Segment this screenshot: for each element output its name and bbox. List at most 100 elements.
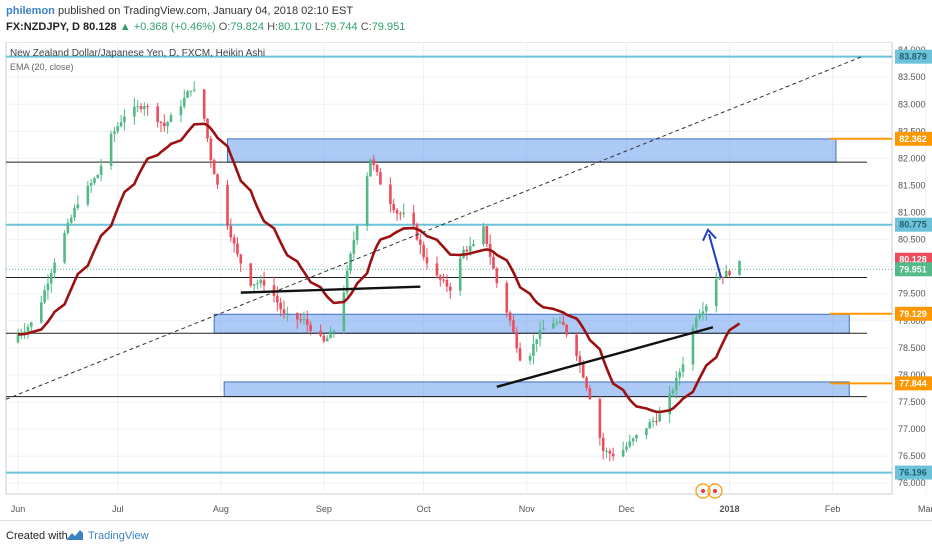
price-tag-label: 80.775 [899, 220, 927, 230]
time-axis[interactable]: Jun Jul Aug Sep Oct Nov Dec 2018 Feb Mar [11, 504, 932, 514]
candle-body [538, 329, 542, 340]
indicator-label: EMA (20, close) [10, 62, 74, 72]
grid [6, 42, 927, 494]
candle-body [139, 106, 143, 110]
candle-body [724, 271, 728, 278]
candle-body [701, 311, 705, 315]
candle-body [379, 172, 382, 185]
event-dot-icon [701, 489, 705, 493]
price-tag-label: 80.128 [899, 255, 927, 265]
candle-body [728, 271, 731, 276]
price-tag [895, 131, 932, 146]
candle-body [608, 450, 612, 454]
candle-body [355, 226, 359, 241]
low-label: L: [314, 21, 324, 33]
candle-body [668, 393, 671, 415]
event-marker-icon[interactable] [707, 483, 723, 499]
trend-line [496, 326, 714, 388]
publish-line: philemon published on TradingView.com, J… [6, 5, 353, 17]
y-tick-label: 82.000 [898, 153, 926, 163]
candle-body [302, 319, 306, 321]
candle-body [146, 106, 149, 108]
event-markers[interactable] [695, 483, 723, 499]
candle-body [575, 334, 578, 357]
candle-body [399, 213, 402, 215]
x-tick-label: Sep [316, 504, 332, 514]
y-tick-label: 76.000 [898, 478, 926, 488]
candle-body [438, 275, 442, 280]
candle-body [69, 217, 73, 223]
horizontal-levels [6, 55, 892, 474]
x-tick-label: Oct [417, 504, 432, 514]
candle-body [206, 118, 209, 139]
candle-body [232, 237, 236, 244]
candle-body [675, 377, 678, 391]
price-tag [895, 49, 932, 64]
high-label: H: [267, 21, 279, 33]
y-tick-label: 79.500 [898, 289, 926, 299]
publisher-name[interactable]: philemon [6, 5, 55, 17]
candle-body [655, 420, 658, 422]
open-label: O: [218, 21, 231, 33]
x-tick-label: Dec [618, 504, 635, 514]
candle-body [425, 257, 429, 264]
close-label: C: [360, 21, 372, 33]
candle-body [681, 364, 685, 372]
candle-body [558, 321, 562, 323]
candle-body [465, 249, 469, 252]
last-price: 80.128 [83, 21, 117, 33]
candle-body [192, 89, 196, 91]
candle-body [389, 184, 392, 205]
candle-body [515, 331, 519, 349]
y-tick-label: 83.000 [898, 99, 926, 109]
projection-arrow-head-icon [702, 228, 717, 242]
price-change: +0.368 (+0.46%) [133, 21, 216, 33]
candle-body [282, 309, 286, 314]
candle-body [209, 138, 213, 161]
candle-body [631, 438, 635, 442]
candle-body [415, 224, 419, 240]
y-tick-label: 81.500 [898, 180, 926, 190]
candle-body [542, 328, 545, 330]
candle-body [76, 204, 80, 209]
candle-body [601, 437, 605, 451]
candle-body [236, 243, 239, 255]
candle-body [698, 314, 701, 319]
candle-body [345, 270, 349, 293]
candle-body [166, 122, 169, 127]
candle-body [16, 334, 20, 343]
y-tick-label: 81.000 [898, 208, 926, 218]
y-tick-label: 83.500 [898, 72, 926, 82]
candle-body [492, 256, 495, 269]
candle-body [212, 160, 216, 175]
candle-body [671, 390, 675, 394]
tradingview-brand-link[interactable]: TradingView [88, 530, 149, 542]
low-value: 79.744 [323, 21, 358, 33]
candle-body [505, 283, 509, 313]
open-value: 79.824 [230, 21, 264, 33]
x-tick-label: Jun [11, 504, 26, 514]
candle-body [565, 325, 568, 335]
candle-body [578, 356, 582, 364]
candle-body [163, 122, 166, 127]
candle-body [625, 446, 628, 450]
price-tag-label: 76.196 [899, 468, 927, 478]
event-marker-icon[interactable] [695, 483, 711, 499]
ohlc-line: FX:NZDJPY, D 80.128 ▲ +0.368 (+0.46%) O:… [6, 21, 405, 33]
price-tag-label: 79.951 [899, 264, 927, 274]
candle-body [402, 212, 405, 214]
candle-body [458, 258, 462, 291]
candle-body [695, 318, 698, 328]
candle-body [528, 355, 532, 361]
candle-body [365, 176, 369, 227]
y-tick-label: 78.500 [898, 343, 926, 353]
candle-body [422, 244, 425, 258]
candles [16, 81, 741, 462]
candle-body [588, 388, 592, 400]
candle-body [718, 276, 721, 280]
candle-body [621, 449, 625, 457]
price-tag [895, 217, 932, 232]
candle-body [645, 428, 648, 435]
candle-body [628, 441, 632, 447]
price-chart[interactable]: 84.00083.50083.00082.50082.00081.50081.0… [0, 42, 932, 520]
